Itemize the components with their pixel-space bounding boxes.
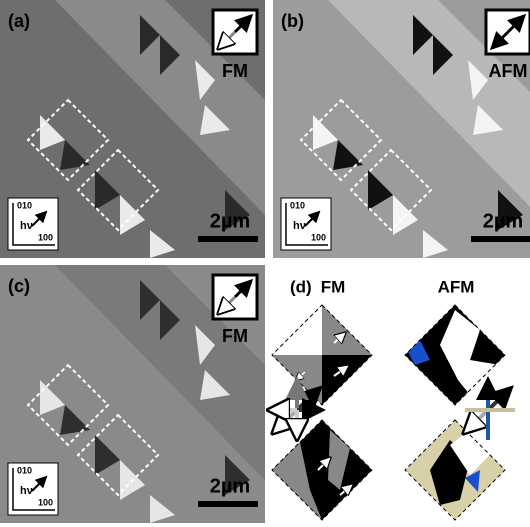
axis-label: 100 <box>311 232 326 242</box>
scale-bar <box>198 236 258 242</box>
scale-bar <box>471 236 530 242</box>
column-title: FM <box>321 277 346 296</box>
mode-label: AFM <box>489 61 528 81</box>
beam-label: hν <box>20 485 33 497</box>
panel-label: (b) <box>281 11 304 31</box>
panel-label: (a) <box>8 11 30 31</box>
beam-label: hν <box>20 220 33 232</box>
image-panel: (a) FM 2µm 010 100 hν <box>0 0 265 258</box>
axis-label: 100 <box>38 497 53 507</box>
mode-label: FM <box>222 326 248 346</box>
panel-label: (d) <box>290 277 312 296</box>
axis-label: 100 <box>38 232 53 242</box>
panel-d: (d) FM AFM <box>270 277 515 520</box>
image-panel: (c) FM 2µm 010 100 hν <box>0 265 265 523</box>
scale-label: 2µm <box>483 210 523 232</box>
axis-label: 010 <box>17 200 32 210</box>
beam-label: hν <box>293 220 306 232</box>
axis-label: 010 <box>17 465 32 475</box>
scale-label: 2µm <box>210 210 250 232</box>
scale-bar <box>198 501 258 507</box>
mode-label: FM <box>222 61 248 81</box>
figure: (a) FM 2µm 010 100 hν (b) AFM 2µm 010 100 hν (c) FM 2µ… <box>0 0 530 527</box>
column-title: AFM <box>438 277 475 296</box>
panel-label: (c) <box>8 276 30 296</box>
scale-label: 2µm <box>210 475 250 497</box>
axis-label: 010 <box>290 200 305 210</box>
image-panel: (b) AFM 2µm 010 100 hν <box>273 0 530 258</box>
